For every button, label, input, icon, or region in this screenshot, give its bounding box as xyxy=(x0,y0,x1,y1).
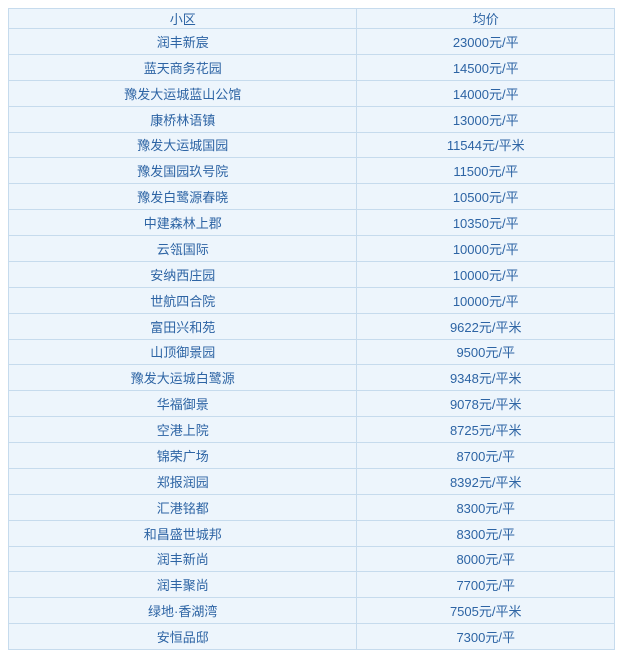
table-row: 中建森林上郡 10350元/平 xyxy=(7,209,615,236)
table-row: 安纳西庄园 10000元/平 xyxy=(7,260,615,288)
table-row: 汇港铭都 8300元/平 xyxy=(7,493,615,521)
community-name: 润丰新宸 xyxy=(7,28,358,55)
average-price: 14000元/平 xyxy=(356,79,615,107)
table-header: 小区 均价 xyxy=(7,8,615,29)
header-average-price: 均价 xyxy=(356,8,615,29)
community-name: 豫发大运城国园 xyxy=(7,131,358,159)
community-name: 安恒品邸 xyxy=(7,623,358,650)
average-price: 8700元/平 xyxy=(356,442,615,469)
community-name: 世航四合院 xyxy=(7,286,358,314)
table-row: 康桥林语镇 13000元/平 xyxy=(7,105,615,133)
community-name: 富田兴和苑 xyxy=(7,312,358,340)
average-price: 10000元/平 xyxy=(356,235,615,262)
table-row: 空港上院 8725元/平米 xyxy=(7,416,615,443)
table-row: 豫发国园玖号院 11500元/平 xyxy=(7,157,615,185)
average-price: 8300元/平 xyxy=(356,493,615,521)
community-name: 豫发国园玖号院 xyxy=(7,157,358,185)
average-price: 23000元/平 xyxy=(356,28,615,55)
average-price: 8000元/平 xyxy=(356,545,615,573)
table-row: 富田兴和苑 9622元/平米 xyxy=(7,312,615,340)
average-price: 8392元/平米 xyxy=(356,467,615,495)
table-row: 润丰新尚 8000元/平 xyxy=(7,545,615,573)
average-price: 7300元/平 xyxy=(356,623,615,650)
community-name: 空港上院 xyxy=(7,416,358,443)
community-name: 润丰聚尚 xyxy=(7,571,358,599)
table-row: 豫发大运城白鹭源 9348元/平米 xyxy=(7,364,615,392)
community-name: 绿地·香湖湾 xyxy=(7,597,358,625)
header-community: 小区 xyxy=(7,8,358,29)
community-name: 安纳西庄园 xyxy=(7,260,358,288)
community-name: 豫发大运城蓝山公馆 xyxy=(7,79,358,107)
average-price: 13000元/平 xyxy=(356,105,615,133)
community-name: 郑报润园 xyxy=(7,467,358,495)
average-price: 8300元/平 xyxy=(356,519,615,547)
community-name: 锦荣广场 xyxy=(7,442,358,469)
table-row: 山顶御景园 9500元/平 xyxy=(7,338,615,366)
table-row: 安恒品邸 7300元/平 xyxy=(7,623,615,650)
community-name: 豫发白鹭源春晓 xyxy=(7,183,358,211)
community-name: 润丰新尚 xyxy=(7,545,358,573)
table-row: 绿地·香湖湾 7505元/平米 xyxy=(7,597,615,625)
table-row: 和昌盛世城邦 8300元/平 xyxy=(7,519,615,547)
average-price: 10500元/平 xyxy=(356,183,615,211)
community-name: 中建森林上郡 xyxy=(7,209,358,236)
price-table: 小区 均价 润丰新宸 23000元/平 蓝天商务花园 14500元/平 豫发大运… xyxy=(7,8,615,650)
average-price: 11500元/平 xyxy=(356,157,615,185)
table-row: 世航四合院 10000元/平 xyxy=(7,286,615,314)
community-name: 山顶御景园 xyxy=(7,338,358,366)
community-name: 汇港铭都 xyxy=(7,493,358,521)
table-row: 郑报润园 8392元/平米 xyxy=(7,467,615,495)
header-row: 小区 均价 xyxy=(7,8,615,29)
average-price: 10000元/平 xyxy=(356,260,615,288)
average-price: 10350元/平 xyxy=(356,209,615,236)
table-row: 锦荣广场 8700元/平 xyxy=(7,442,615,469)
table-row: 润丰新宸 23000元/平 xyxy=(7,28,615,55)
community-name: 华福御景 xyxy=(7,390,358,418)
community-name: 和昌盛世城邦 xyxy=(7,519,358,547)
average-price: 9500元/平 xyxy=(356,338,615,366)
table-row: 豫发白鹭源春晓 10500元/平 xyxy=(7,183,615,211)
table-row: 蓝天商务花园 14500元/平 xyxy=(7,53,615,81)
table-row: 华福御景 9078元/平米 xyxy=(7,390,615,418)
table-row: 云瓴国际 10000元/平 xyxy=(7,235,615,262)
community-name: 云瓴国际 xyxy=(7,235,358,262)
average-price: 14500元/平 xyxy=(356,53,615,81)
table-row: 豫发大运城蓝山公馆 14000元/平 xyxy=(7,79,615,107)
average-price: 8725元/平米 xyxy=(356,416,615,443)
average-price: 9348元/平米 xyxy=(356,364,615,392)
table-body: 润丰新宸 23000元/平 蓝天商务花园 14500元/平 豫发大运城蓝山公馆 … xyxy=(7,28,615,650)
table-row: 润丰聚尚 7700元/平 xyxy=(7,571,615,599)
community-name: 豫发大运城白鹭源 xyxy=(7,364,358,392)
average-price: 11544元/平米 xyxy=(356,131,615,159)
average-price: 7700元/平 xyxy=(356,571,615,599)
community-name: 康桥林语镇 xyxy=(7,105,358,133)
average-price: 10000元/平 xyxy=(356,286,615,314)
community-name: 蓝天商务花园 xyxy=(7,53,358,81)
average-price: 7505元/平米 xyxy=(356,597,615,625)
average-price: 9078元/平米 xyxy=(356,390,615,418)
average-price: 9622元/平米 xyxy=(356,312,615,340)
table-row: 豫发大运城国园 11544元/平米 xyxy=(7,131,615,159)
